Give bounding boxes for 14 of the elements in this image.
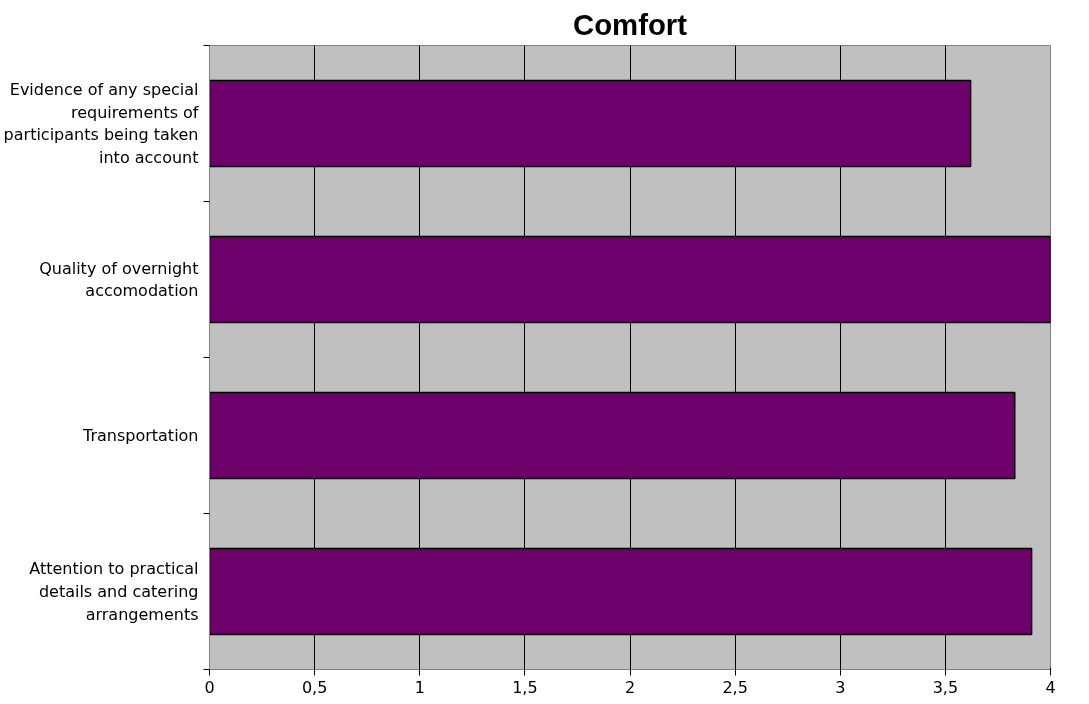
y-tick-label: Attention to practical details and catering arrangements (29, 559, 199, 624)
y-tick-label: Quality of overnight accomodation (39, 258, 199, 301)
x-tick-label: 0,5 (301, 677, 328, 697)
x-tick-label: 3 (835, 677, 846, 697)
y-tick-label: Transportation (81, 426, 199, 445)
chart-title: Comfort (572, 7, 688, 41)
x-tick-label: 0 (204, 677, 215, 697)
x-tick-label: 2 (624, 677, 636, 697)
x-tick-label: 4 (1045, 677, 1056, 697)
x-tick-label: 3,5 (932, 677, 959, 697)
x-tick-label: 1,5 (512, 677, 538, 697)
y-tick-label: Evidence of any special requirements of participants being taken into account (3, 79, 199, 168)
x-tick-label: 2,5 (722, 677, 748, 697)
x-tick-label: 1 (414, 677, 425, 697)
